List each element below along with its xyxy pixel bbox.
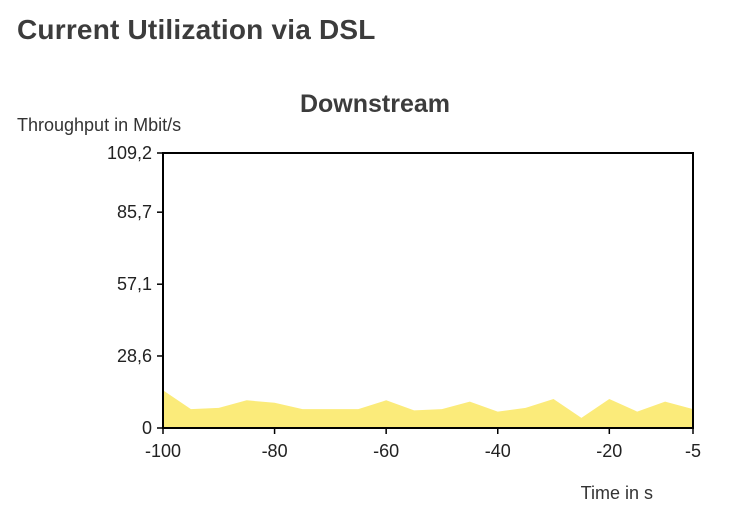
page-title: Current Utilization via DSL [17,14,376,45]
x-axis: -100 -80 -60 -40 -20 -5 [145,428,701,461]
y-axis-label: Throughput in Mbit/s [17,115,181,135]
x-tick-label: -20 [596,441,622,461]
y-tick-label: 0 [142,418,152,438]
y-tick-label: 85,7 [117,202,152,222]
x-tick-label: -5 [685,441,701,461]
plot-frame [162,152,694,429]
x-tick-label: -60 [373,441,399,461]
y-tick-label: 109,2 [107,143,152,163]
x-tick-label: -80 [262,441,288,461]
x-axis-label: Time in s [581,483,653,503]
y-tick-label: 28,6 [117,346,152,366]
x-tick-label: -40 [485,441,511,461]
y-tick-label: 57,1 [117,274,152,294]
x-tick-label: -100 [145,441,181,461]
chart-title: Downstream [300,90,450,118]
y-axis: 0 28,6 57,1 85,7 109,2 [107,143,163,438]
area-series-0 [163,390,693,428]
plot-area [163,390,693,428]
